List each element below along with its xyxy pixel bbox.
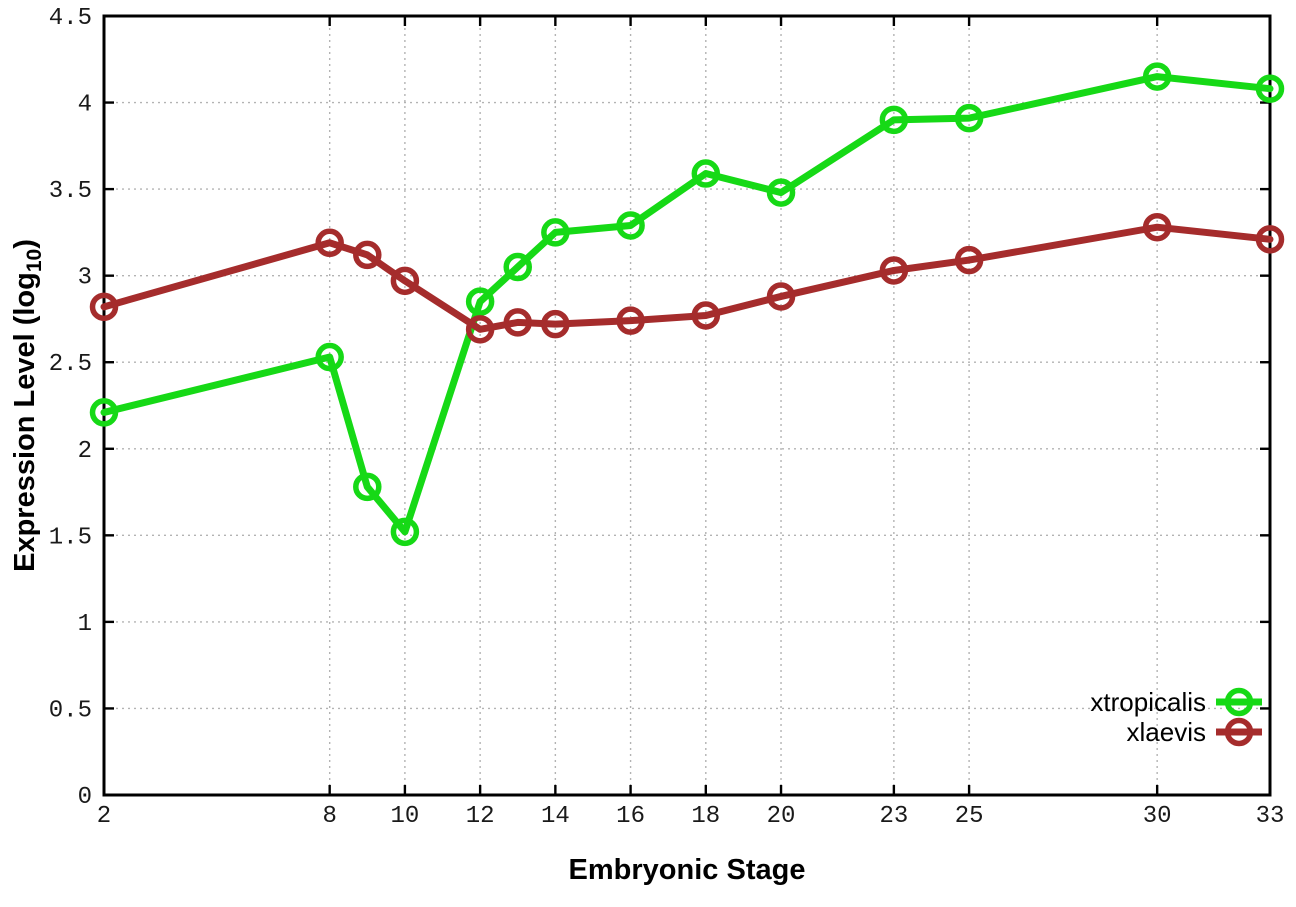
data-point-xlaevis bbox=[954, 245, 984, 275]
data-point-xlaevis bbox=[541, 309, 570, 339]
x-tick-label: 12 bbox=[466, 803, 495, 830]
legend-label-xtropicalis: xtropicalis bbox=[1090, 687, 1206, 717]
data-point-xtropicalis bbox=[353, 472, 382, 502]
data-point-xlaevis bbox=[465, 315, 495, 344]
y-tick-label: 0.5 bbox=[49, 697, 92, 724]
y-tick-label: 1.5 bbox=[49, 524, 92, 551]
x-tick-label: 33 bbox=[1256, 803, 1285, 830]
x-tick-label: 30 bbox=[1143, 803, 1172, 830]
y-axis-title-end: ) bbox=[9, 239, 41, 249]
y-tick-label: 2 bbox=[78, 438, 92, 465]
y-axis-title-main: Expression Level (log bbox=[9, 272, 41, 572]
legend-sample-marker-xtropicalis bbox=[1224, 687, 1254, 717]
x-tick-label: 18 bbox=[691, 803, 720, 830]
y-tick-labels: 0 0.5 1 1.5 2 2.5 3 3.5 4 4.5 bbox=[49, 5, 92, 811]
x-tick-label: 20 bbox=[767, 803, 796, 830]
x-tick-label: 25 bbox=[955, 803, 984, 830]
data-point-xlaevis bbox=[879, 256, 909, 285]
data-point-xtropicalis bbox=[1255, 74, 1285, 103]
y-tick-label: 3.5 bbox=[49, 178, 92, 205]
series-line-xtropicalis bbox=[100, 73, 1274, 536]
y-tick-label: 4.5 bbox=[49, 5, 92, 32]
data-point-xtropicalis bbox=[691, 159, 721, 188]
data-point-xlaevis bbox=[503, 308, 532, 337]
y-tick-label: 2.5 bbox=[49, 351, 92, 378]
data-point-xtropicalis bbox=[390, 517, 420, 547]
series-line-xlaevis bbox=[100, 223, 1274, 333]
x-tick-label: 8 bbox=[322, 803, 336, 830]
series-xlaevis bbox=[89, 212, 1285, 344]
data-point-xlaevis bbox=[390, 266, 420, 296]
data-point-xtropicalis bbox=[766, 178, 796, 207]
x-tick-labels: 2 8 10 12 14 16 18 20 23 25 30 33 bbox=[97, 803, 1285, 830]
tick-marks bbox=[102, 14, 1272, 797]
legend-sample-marker-xlaevis bbox=[1224, 717, 1254, 747]
y-axis-title-sub: 10 bbox=[23, 249, 46, 272]
y-axis-title: Expression Level (log10) bbox=[9, 239, 46, 572]
data-point-xlaevis bbox=[1142, 212, 1172, 242]
data-point-xlaevis bbox=[766, 282, 796, 311]
x-tick-label: 23 bbox=[879, 803, 908, 830]
data-point-xtropicalis bbox=[541, 218, 570, 247]
y-tick-label: 1 bbox=[78, 611, 92, 638]
data-point-xtropicalis bbox=[954, 103, 984, 133]
gridlines bbox=[104, 16, 1270, 795]
x-axis-title: Embryonic Stage bbox=[569, 854, 806, 886]
data-point-xlaevis bbox=[616, 306, 645, 335]
data-point-xtropicalis bbox=[879, 105, 909, 135]
data-point-xtropicalis bbox=[616, 211, 645, 240]
y-tick-label: 0 bbox=[78, 784, 92, 811]
data-point-xlaevis bbox=[1255, 225, 1285, 254]
x-tick-label: 2 bbox=[97, 803, 111, 830]
data-point-xlaevis bbox=[353, 240, 382, 270]
data-point-xtropicalis bbox=[89, 398, 119, 427]
legend-label-xlaevis: xlaevis bbox=[1127, 717, 1206, 747]
x-tick-label: 16 bbox=[616, 803, 645, 830]
y-tick-label: 3 bbox=[78, 265, 92, 292]
data-point-xlaevis bbox=[691, 301, 721, 330]
series-xtropicalis bbox=[89, 62, 1285, 547]
x-tick-label: 10 bbox=[390, 803, 419, 830]
data-point-xtropicalis bbox=[1142, 62, 1172, 91]
plot-border bbox=[102, 14, 1272, 797]
data-point-xlaevis bbox=[315, 228, 344, 258]
data-point-xtropicalis bbox=[503, 252, 532, 282]
y-tick-label: 4 bbox=[78, 92, 92, 119]
data-point-xtropicalis bbox=[465, 287, 495, 316]
data-point-xlaevis bbox=[89, 292, 119, 322]
x-tick-label: 14 bbox=[541, 803, 570, 830]
data-point-xtropicalis bbox=[315, 342, 344, 372]
